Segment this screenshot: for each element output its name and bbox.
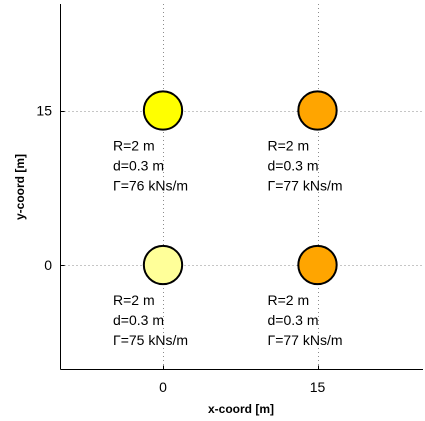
point-annotation: d=0.3 m [268, 312, 319, 328]
point-annotation: Γ=77 kNs/m [268, 178, 343, 194]
x-tick-label: 0 [159, 379, 167, 395]
data-point-2 [297, 90, 338, 131]
point-annotation: R=2 m [268, 292, 310, 308]
y-tick-label: 0 [44, 257, 52, 273]
point-annotation: R=2 m [268, 138, 310, 154]
y-axis-label: y-coord [m] [13, 154, 27, 220]
data-point-1 [142, 90, 184, 131]
x-axis-label: x-coord [m] [208, 402, 274, 416]
point-annotation: d=0.3 m [113, 158, 164, 174]
point-annotation: Γ=75 kNs/m [113, 332, 188, 348]
data-point-3 [142, 244, 184, 286]
data-points [142, 90, 338, 286]
point-annotation: Γ=76 kNs/m [113, 178, 188, 194]
x-tick-label: 15 [310, 379, 326, 395]
plot-axes [60, 4, 423, 370]
y-tick-label: 15 [36, 103, 52, 119]
point-annotation: Γ=77 kNs/m [268, 332, 343, 348]
grid-lines [60, 4, 423, 370]
data-point-4 [297, 244, 338, 286]
point-annotation: R=2 m [113, 138, 155, 154]
point-annotation: d=0.3 m [113, 312, 164, 328]
point-annotation: d=0.3 m [268, 158, 319, 174]
annotations: R=2 m d=0.3 m Γ=76 kNs/m R=2 m d=0.3 m Γ=77 k… [113, 138, 343, 349]
tick-labels: 0 15 0 15 [36, 103, 325, 396]
point-annotation: R=2 m [113, 292, 155, 308]
